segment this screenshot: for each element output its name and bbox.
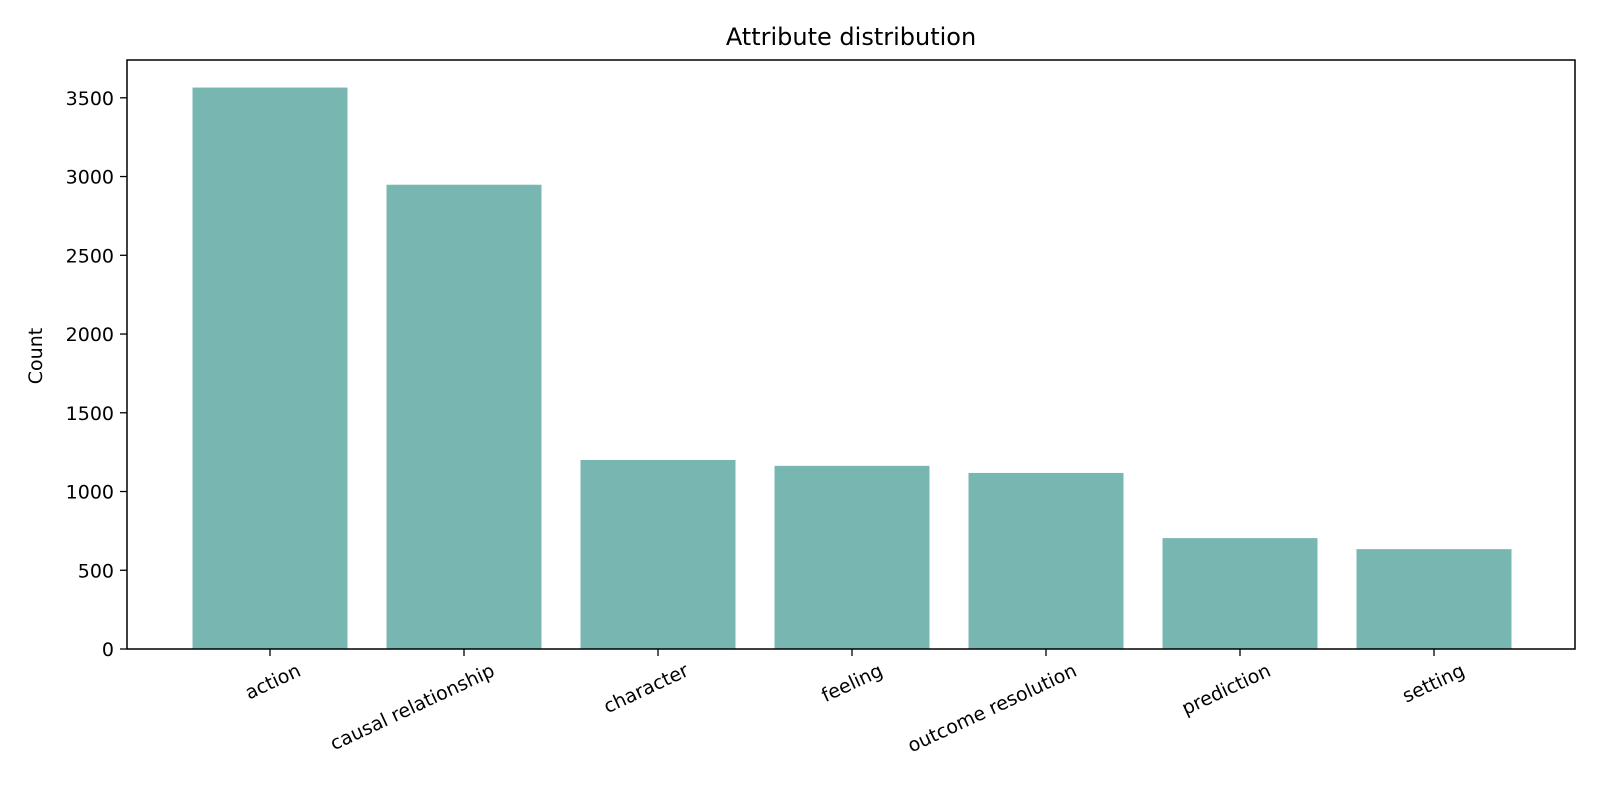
- bar-feeling: [774, 465, 930, 649]
- y-tick-label: 1500: [66, 403, 114, 425]
- x-tick-label: setting: [1399, 660, 1468, 708]
- x-tick-label: causal relationship: [327, 660, 498, 755]
- y-tick-label: 0: [102, 639, 114, 661]
- y-tick-label: 1000: [66, 482, 114, 504]
- chart-title: Attribute distribution: [726, 23, 976, 51]
- x-tick-label: feeling: [818, 660, 886, 707]
- bar-prediction: [1162, 538, 1318, 649]
- bar-action: [192, 87, 348, 649]
- y-axis-label: Count: [25, 328, 47, 384]
- bar-outcome-resolution: [968, 472, 1124, 649]
- bar-character: [580, 460, 736, 649]
- x-tick-label: character: [600, 660, 692, 718]
- x-tick-label: outcome resolution: [904, 660, 1080, 758]
- y-tick-label: 2000: [66, 324, 114, 346]
- bar-setting: [1356, 549, 1512, 649]
- x-tick-label: action: [242, 660, 304, 705]
- y-axis-ticks: 0 500 1000 1500 2000 2500 3000 3500: [66, 88, 127, 661]
- y-tick-label: 3000: [66, 167, 114, 189]
- x-tick-label: prediction: [1178, 660, 1274, 720]
- plot-frame: [126, 59, 1576, 650]
- bars-group: [192, 87, 1512, 649]
- bar-causal-relationship: [386, 184, 542, 649]
- y-tick-label: 2500: [66, 245, 114, 267]
- y-tick-label: 500: [78, 560, 114, 582]
- y-tick-label: 3500: [66, 88, 114, 110]
- x-axis-ticks: action causal relationship character feelin…: [242, 649, 1468, 757]
